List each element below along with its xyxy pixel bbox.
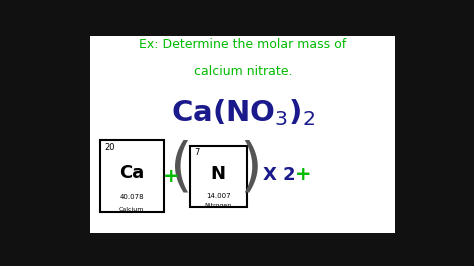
- FancyBboxPatch shape: [100, 140, 164, 212]
- Text: Ex: Determine the molar mass of: Ex: Determine the molar mass of: [139, 38, 346, 51]
- FancyBboxPatch shape: [91, 36, 395, 233]
- Text: +: +: [295, 165, 312, 184]
- FancyBboxPatch shape: [190, 146, 246, 207]
- Text: Ca: Ca: [119, 164, 145, 182]
- Text: 20: 20: [104, 143, 115, 152]
- Text: Ca(NO$_3$)$_2$: Ca(NO$_3$)$_2$: [171, 97, 315, 128]
- Text: +: +: [163, 167, 180, 186]
- Text: Calcium: Calcium: [119, 207, 145, 212]
- Text: ): ): [240, 139, 263, 196]
- Text: calcium nitrate.: calcium nitrate.: [194, 65, 292, 78]
- Text: X 2: X 2: [263, 166, 296, 184]
- Text: N: N: [210, 165, 226, 183]
- Text: 14.007: 14.007: [206, 193, 230, 199]
- Text: (: (: [170, 139, 193, 196]
- Text: Nitrogen: Nitrogen: [204, 203, 232, 208]
- Text: 40.078: 40.078: [119, 194, 144, 200]
- Text: 7: 7: [194, 148, 200, 157]
